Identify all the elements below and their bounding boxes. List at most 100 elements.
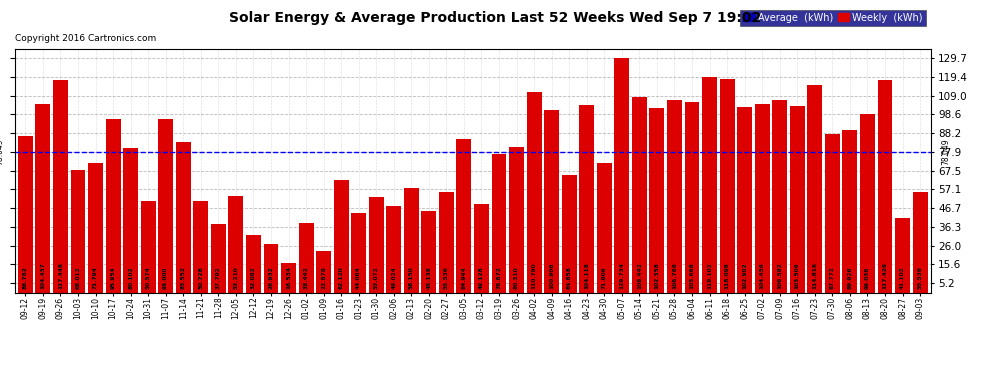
Bar bbox=[281, 262, 296, 292]
Bar bbox=[860, 114, 875, 292]
Text: 48.024: 48.024 bbox=[391, 266, 396, 289]
Bar bbox=[211, 224, 226, 292]
Bar bbox=[141, 201, 155, 292]
Text: 80.102: 80.102 bbox=[128, 266, 133, 289]
Text: 38.442: 38.442 bbox=[304, 266, 309, 289]
Bar bbox=[492, 154, 507, 292]
Bar bbox=[772, 100, 787, 292]
Text: 22.878: 22.878 bbox=[321, 266, 326, 289]
Bar bbox=[825, 134, 840, 292]
Bar bbox=[88, 163, 103, 292]
Legend: Average  (kWh), Weekly  (kWh): Average (kWh), Weekly (kWh) bbox=[741, 10, 926, 26]
Bar bbox=[123, 148, 138, 292]
Bar bbox=[561, 176, 576, 292]
Bar bbox=[193, 201, 208, 292]
Text: 71.606: 71.606 bbox=[602, 266, 607, 289]
Text: 50.728: 50.728 bbox=[198, 266, 203, 289]
Bar bbox=[720, 79, 735, 292]
Bar bbox=[667, 100, 682, 292]
Bar bbox=[913, 192, 928, 292]
Text: 71.794: 71.794 bbox=[93, 266, 98, 289]
Text: 89.926: 89.926 bbox=[847, 266, 852, 289]
Bar bbox=[53, 81, 68, 292]
Text: 53.210: 53.210 bbox=[234, 266, 239, 289]
Text: 105.668: 105.668 bbox=[689, 262, 695, 289]
Text: 104.456: 104.456 bbox=[759, 262, 764, 289]
Bar bbox=[176, 142, 191, 292]
Text: 104.118: 104.118 bbox=[584, 262, 589, 289]
Bar bbox=[474, 204, 489, 292]
Text: 49.128: 49.128 bbox=[479, 266, 484, 289]
Text: 78.049: 78.049 bbox=[941, 138, 950, 165]
Bar bbox=[263, 244, 278, 292]
Bar bbox=[684, 102, 700, 292]
Bar bbox=[790, 106, 805, 292]
Text: 16.534: 16.534 bbox=[286, 266, 291, 289]
Bar bbox=[404, 188, 419, 292]
Bar bbox=[509, 147, 524, 292]
Bar bbox=[106, 119, 121, 292]
Text: 58.150: 58.150 bbox=[409, 266, 414, 289]
Text: 64.858: 64.858 bbox=[566, 266, 571, 289]
Bar bbox=[544, 110, 559, 292]
Text: 102.358: 102.358 bbox=[654, 262, 659, 289]
Text: 110.790: 110.790 bbox=[532, 262, 537, 289]
Text: 114.816: 114.816 bbox=[813, 262, 818, 289]
Bar bbox=[527, 93, 542, 292]
Text: 106.766: 106.766 bbox=[672, 262, 677, 289]
Bar bbox=[579, 105, 594, 292]
Text: 76.872: 76.872 bbox=[497, 266, 502, 289]
Text: 83.552: 83.552 bbox=[181, 266, 186, 289]
Bar bbox=[70, 170, 85, 292]
Bar bbox=[299, 223, 314, 292]
Bar bbox=[754, 104, 769, 292]
Text: 41.102: 41.102 bbox=[900, 266, 905, 289]
Text: 106.592: 106.592 bbox=[777, 262, 782, 289]
Bar bbox=[702, 78, 717, 292]
Text: 32.062: 32.062 bbox=[250, 266, 256, 289]
Text: 50.574: 50.574 bbox=[146, 266, 150, 289]
Text: 129.734: 129.734 bbox=[620, 262, 625, 289]
Bar bbox=[439, 192, 453, 292]
Bar bbox=[877, 81, 892, 292]
Text: 45.136: 45.136 bbox=[427, 266, 432, 289]
Text: 87.772: 87.772 bbox=[830, 266, 835, 289]
Bar bbox=[18, 136, 33, 292]
Text: 86.762: 86.762 bbox=[23, 266, 28, 289]
Text: 103.506: 103.506 bbox=[795, 262, 800, 289]
Text: 80.310: 80.310 bbox=[514, 266, 519, 289]
Text: 95.954: 95.954 bbox=[111, 266, 116, 289]
Text: 118.098: 118.098 bbox=[725, 262, 730, 289]
Text: 55.536: 55.536 bbox=[444, 266, 448, 289]
Text: 78.049: 78.049 bbox=[0, 138, 4, 165]
Text: 108.442: 108.442 bbox=[637, 262, 642, 289]
Text: 119.102: 119.102 bbox=[707, 262, 712, 289]
Bar bbox=[229, 196, 244, 292]
Bar bbox=[738, 107, 752, 292]
Bar bbox=[632, 97, 646, 292]
Bar bbox=[351, 213, 366, 292]
Text: 104.437: 104.437 bbox=[41, 262, 46, 289]
Text: 68.012: 68.012 bbox=[75, 266, 80, 289]
Bar bbox=[316, 251, 331, 292]
Text: 99.036: 99.036 bbox=[865, 266, 870, 289]
Bar bbox=[158, 119, 173, 292]
Bar bbox=[456, 139, 471, 292]
Bar bbox=[615, 58, 630, 292]
Bar bbox=[422, 211, 437, 292]
Bar bbox=[597, 163, 612, 292]
Bar bbox=[808, 85, 823, 292]
Text: 53.072: 53.072 bbox=[374, 266, 379, 289]
Text: 62.120: 62.120 bbox=[339, 266, 344, 289]
Text: 100.906: 100.906 bbox=[549, 262, 554, 289]
Bar bbox=[36, 104, 50, 292]
Text: 26.932: 26.932 bbox=[268, 266, 273, 289]
Bar bbox=[246, 235, 261, 292]
Bar bbox=[386, 206, 401, 292]
Text: Solar Energy & Average Production Last 52 Weeks Wed Sep 7 19:02: Solar Energy & Average Production Last 5… bbox=[229, 11, 761, 25]
Text: Copyright 2016 Cartronics.com: Copyright 2016 Cartronics.com bbox=[15, 34, 156, 43]
Bar bbox=[649, 108, 664, 292]
Text: 96.000: 96.000 bbox=[163, 267, 168, 289]
Text: 55.536: 55.536 bbox=[918, 266, 923, 289]
Text: 117.426: 117.426 bbox=[882, 262, 887, 289]
